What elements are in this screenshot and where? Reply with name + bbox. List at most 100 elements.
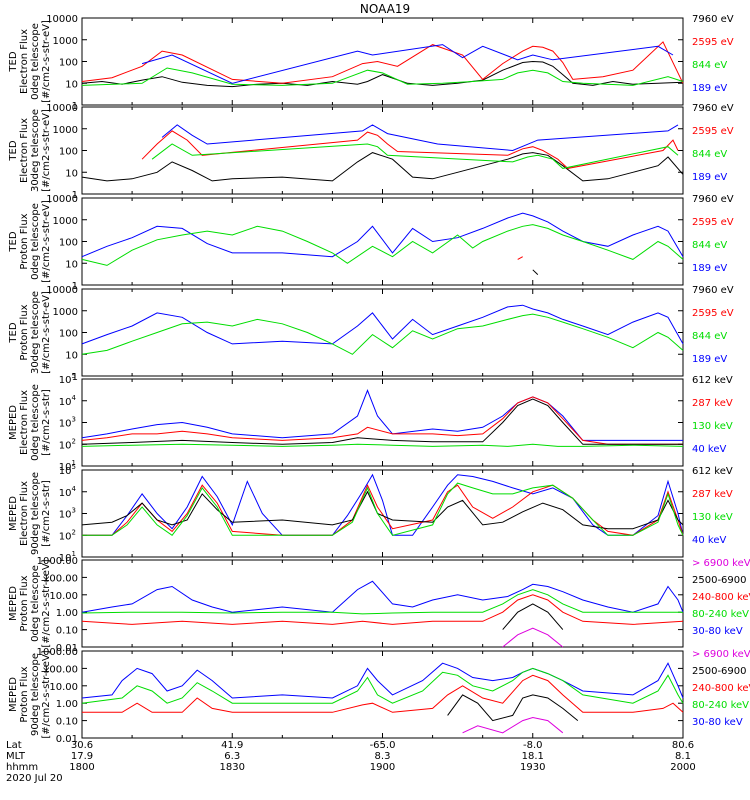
y-axis-label: [#/cm2-s-str-eV]: [41, 200, 52, 283]
series-6900-kev: [502, 627, 564, 648]
y-axis-label: TED: [8, 231, 19, 252]
series-189-ev: [141, 44, 674, 84]
y-axis-label: 90deg telescope: [30, 653, 41, 736]
series-130-kev: [81, 443, 684, 447]
x-tick-lat: 30.6: [71, 740, 93, 751]
panel-4: 10000 1000 100 10 1 TED Proton Flux 30deg teles…: [8, 285, 734, 383]
y-tick-label: 10.00: [49, 682, 78, 693]
legend-40-kev: 40 keV: [692, 444, 726, 455]
series-40-kev: [81, 389, 683, 441]
y-tick-label: 0.01: [56, 643, 78, 654]
series-240-800-kev: [81, 594, 684, 625]
x-row-label: hhmm: [6, 762, 38, 773]
series-287-kev: [81, 396, 683, 445]
y-axis-label: MEPED: [8, 677, 19, 712]
y-axis-label: Proton Flux: [19, 575, 30, 631]
series-2595-ev: [81, 41, 684, 84]
y-tick-label: 1000.00: [37, 556, 78, 567]
legend-30-80-kev: 30-80 keV: [692, 717, 743, 728]
y-axis-label: TED: [8, 51, 19, 72]
y-tick-label: 10000: [46, 194, 78, 205]
y-axis-label: Proton Flux: [19, 213, 30, 269]
y-axis-label: 0deg telescope: [30, 565, 41, 642]
x-tick-hhmm: 1830: [220, 762, 245, 773]
y-tick-label: 10: [65, 259, 78, 270]
series-30-80-kev: [81, 580, 684, 613]
y-tick-label: 1: [72, 101, 78, 112]
y-axis-label: 90deg telescope: [30, 472, 41, 555]
legend-287-kev: 287 keV: [692, 489, 733, 500]
legend-2500-6900-kev: 2500-6900 keV: [692, 666, 750, 677]
y-tick-label: 10: [65, 168, 78, 179]
y-tick-label: 1000.00: [37, 647, 78, 658]
series-7960-ev: [81, 60, 684, 88]
x-tick-lat: -8.0: [523, 740, 543, 751]
legend-80-240-kev: 80-240 keV: [692, 609, 749, 620]
y-tick-label: 1000: [53, 36, 78, 47]
panel-3: 10000 1000 100 10 1 TED Proton Flux 0deg telesc…: [8, 194, 734, 292]
legend-287-kev: 287 keV: [692, 398, 733, 409]
y-axis-label: [#/cm2-s-str-keV]: [41, 559, 52, 647]
legend-844-ev: 844 eV: [692, 331, 727, 342]
panel-frame: [81, 559, 684, 648]
legend-7960-ev: 7960 eV: [692, 285, 734, 296]
x-tick-lat: -65.0: [370, 740, 396, 751]
legend-2500-6900-kev: 2500-6900 keV: [692, 575, 750, 586]
series-30-80-kev: [81, 662, 684, 699]
y-axis-label: Proton Flux: [19, 304, 30, 360]
x-tick-mlt: 17.9: [71, 751, 93, 762]
series-612-kev: [81, 398, 683, 445]
legend-2595-ev: 2595 eV: [692, 308, 734, 319]
legend-130-kev: 130 keV: [692, 421, 733, 432]
y-tick-label: 100.00: [43, 664, 78, 675]
y-tick-label: 105: [59, 463, 76, 477]
panel-frame: [81, 17, 684, 106]
y-axis-label: [#/cm2-s-str-eV]: [41, 109, 52, 192]
series-844-ev: [81, 224, 684, 266]
series-6900-kev: [462, 716, 564, 734]
legend-40-kev: 40 keV: [692, 535, 726, 546]
y-tick-label: 10000: [46, 285, 78, 296]
legend-844-ev: 844 eV: [692, 240, 727, 251]
legend-6900-kev: > 6900 keV: [692, 558, 750, 569]
series-2595-ev: [517, 256, 523, 260]
legend-7960-ev: 7960 eV: [692, 194, 734, 205]
legend-844-ev: 844 eV: [692, 60, 727, 71]
y-tick-label: 0.10: [56, 626, 78, 637]
y-tick-label: 100: [59, 147, 78, 158]
series-7960-ev: [532, 269, 539, 275]
x-tick-mlt: 8.3: [375, 751, 391, 762]
y-axis-label: Electron Flux: [19, 29, 30, 94]
legend-612-kev: 612 keV: [692, 375, 733, 386]
y-tick-label: 1.00: [56, 608, 78, 619]
y-tick-label: 10: [65, 350, 78, 361]
panel-7: 1000.00 100.00 10.00 1.00 0.10 0.01 MEPED Proto…: [8, 556, 750, 654]
y-axis-label: [#/cm2-s-str]: [41, 480, 52, 547]
legend-240-800-kev: 240-800 keV: [692, 683, 750, 694]
x-row-label: MLT: [6, 751, 26, 762]
legend-2595-ev: 2595 eV: [692, 217, 734, 228]
y-tick-label: 10.00: [49, 591, 78, 602]
legend-240-800-kev: 240-800 keV: [692, 592, 750, 603]
legend-2595-ev: 2595 eV: [692, 126, 734, 137]
series-189-ev: [81, 304, 684, 345]
series-189-ev: [161, 124, 679, 152]
y-tick-label: 100.00: [43, 573, 78, 584]
panel-6: 105 104 103 102 101 MEPED Electron Flux 90deg t…: [8, 463, 733, 564]
x-tick-mlt: 6.3: [224, 751, 240, 762]
y-axis-label: Electron Flux: [19, 118, 30, 183]
x-row-label: 2020 Jul 20: [6, 773, 63, 784]
legend-6900-kev: > 6900 keV: [692, 649, 750, 660]
x-tick-mlt: 18.1: [522, 751, 544, 762]
y-axis-label: 0deg telescope: [30, 23, 41, 100]
y-axis-label: Electron Flux: [19, 390, 30, 455]
panel-frame: [81, 650, 684, 739]
y-axis-label: 30deg telescope: [30, 109, 41, 192]
panel-8: 1000.00 100.00 10.00 1.00 0.10 0.01 MEPED Proto…: [8, 647, 750, 745]
x-tick-lat: 80.6: [672, 740, 694, 751]
y-tick-label: 0.10: [56, 717, 78, 728]
x-tick-lat: 41.9: [221, 740, 243, 751]
